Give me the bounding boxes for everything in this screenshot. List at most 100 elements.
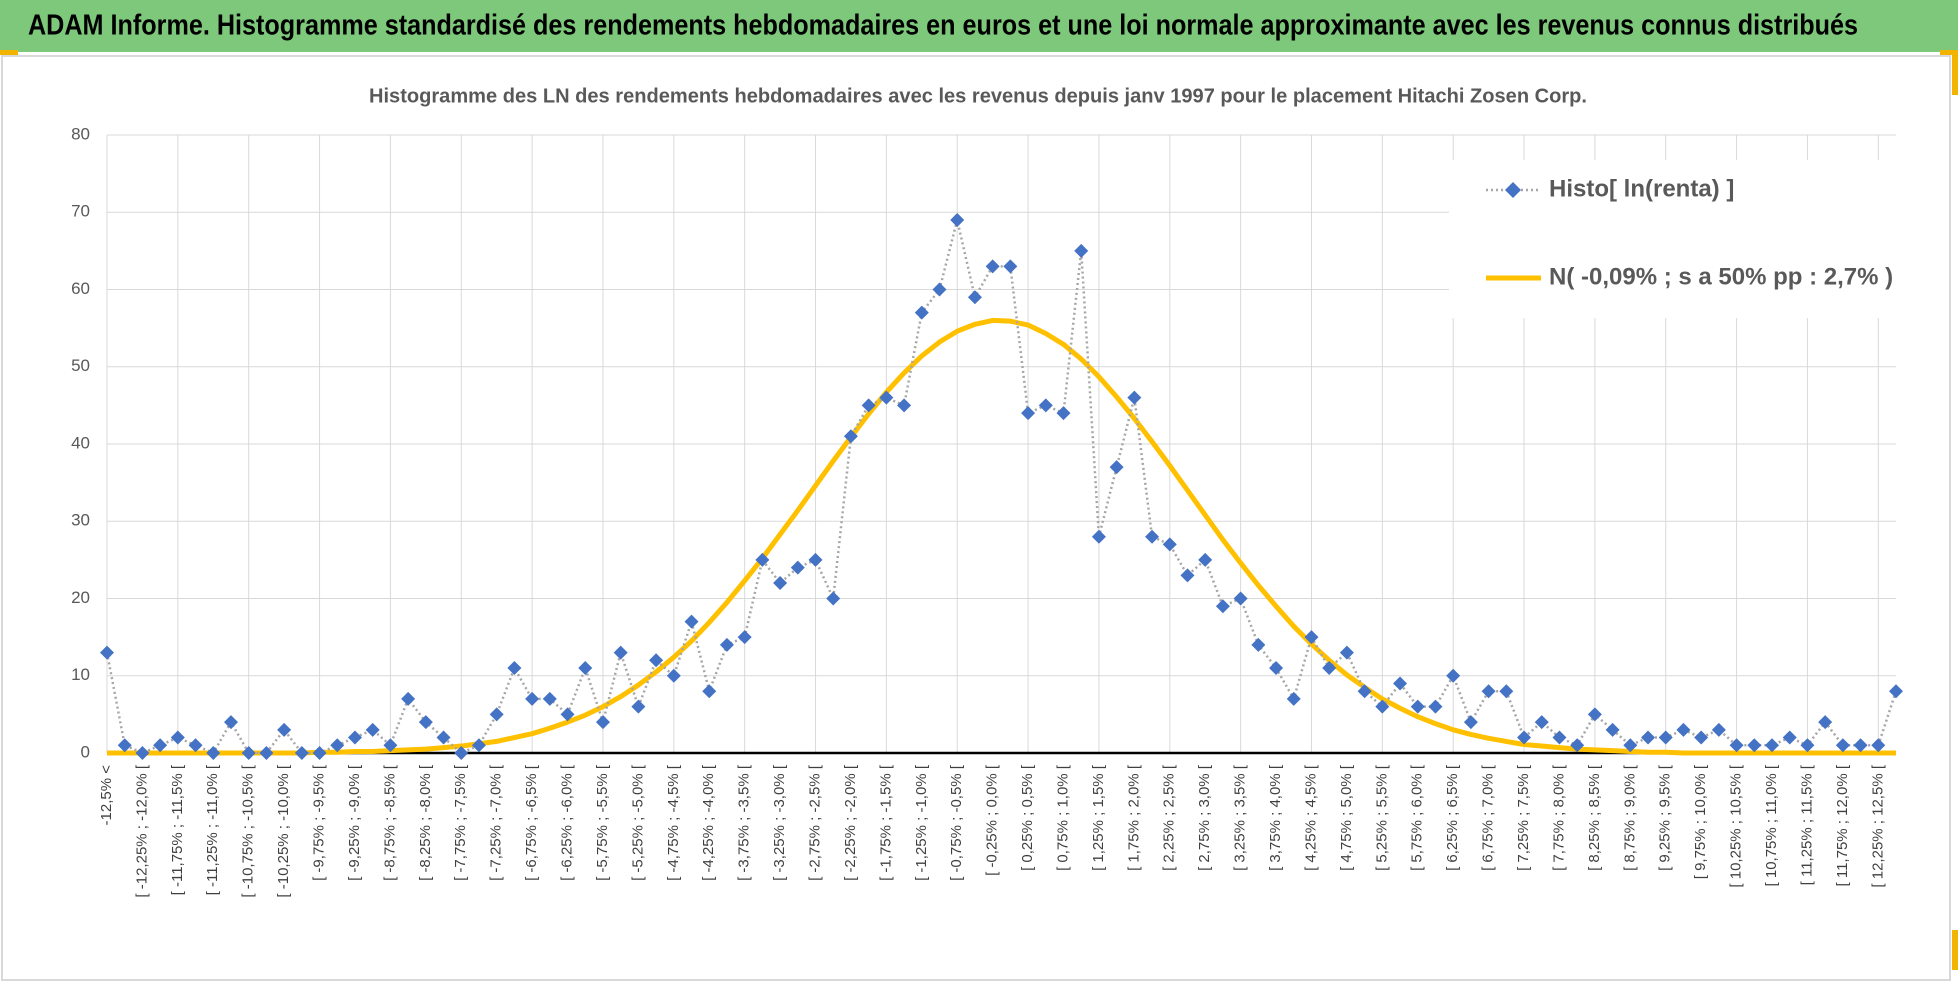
data-point [1641, 730, 1656, 745]
data-point [861, 398, 876, 413]
data-point [347, 730, 362, 745]
y-tick-label: 10 [71, 665, 90, 684]
data-point [383, 738, 398, 753]
data-point [1729, 738, 1744, 753]
x-tick-label: [ -11,25% ; -11,0% [ [204, 764, 221, 895]
y-tick-label: 60 [71, 279, 90, 298]
x-tick-label: [ -1,25% ; -1,0% [ [913, 764, 930, 881]
data-point [1587, 707, 1602, 722]
data-point [117, 738, 132, 753]
x-tick-label: [ 4,75% ; 5,0% [ [1338, 764, 1355, 871]
plot [100, 212, 1903, 760]
x-tick-label: [ -4,75% ; -4,5% [ [665, 764, 682, 881]
data-point [932, 282, 947, 297]
data-point [1393, 676, 1408, 691]
header-bar [0, 0, 1958, 52]
data-point [684, 614, 699, 629]
x-tick-label: [ -3,25% ; -3,0% [ [771, 764, 788, 881]
data-point [1286, 691, 1301, 706]
data-point [1109, 460, 1124, 475]
x-tick-label: [ 3,75% ; 4,0% [ [1267, 764, 1284, 871]
data-point [613, 645, 628, 660]
x-tick-label: [ 6,75% ; 7,0% [ [1480, 764, 1497, 871]
data-point [649, 653, 664, 668]
data-point [719, 637, 734, 652]
legend-label: Histo[ ln(renta) ] [1549, 175, 1734, 202]
data-point [1534, 715, 1549, 730]
data-point [1499, 684, 1514, 699]
x-tick-label: [ -11,75% ; -11,5% [ [169, 764, 186, 895]
data-point [1021, 406, 1036, 421]
data-point [1145, 529, 1160, 544]
x-tick-label: [ 6,25% ; 6,5% [ [1444, 764, 1461, 871]
data-point [259, 746, 274, 760]
data-point [1889, 684, 1903, 699]
data-point [1481, 684, 1496, 699]
data-point [436, 730, 451, 745]
x-tick-label: [ 0,75% ; 1,0% [ [1054, 764, 1071, 871]
data-point [950, 212, 965, 227]
x-tick-label: [ 11,25% ; 11,5% [ [1798, 764, 1815, 885]
data-point [631, 699, 646, 714]
data-point [277, 722, 292, 737]
x-tick-label: [ -4,25% ; -4,0% [ [700, 764, 717, 881]
corner-accent [1952, 55, 1958, 95]
x-tick-label: [ -8,75% ; -8,5% [ [381, 764, 398, 881]
x-tick-label: [ 7,25% ; 7,5% [ [1515, 764, 1532, 871]
data-point [1818, 715, 1833, 730]
data-point [1463, 715, 1478, 730]
data-point [790, 560, 805, 575]
data-point [1658, 730, 1673, 745]
data-point [1782, 730, 1797, 745]
x-tick-label: [ -2,25% ; -2,0% [ [842, 764, 859, 881]
data-point [418, 715, 433, 730]
x-tick-label: [ -0,25% ; 0,0% [ [984, 764, 1001, 876]
y-tick-label: 80 [71, 124, 90, 143]
data-point [188, 738, 203, 753]
data-point [1074, 243, 1089, 258]
series-line [107, 317, 1896, 756]
chart-frame [1, 55, 1951, 981]
x-tick-label: [ -7,25% ; -7,0% [ [488, 764, 505, 881]
data-point [223, 715, 238, 730]
grid: 0 10 20 30 40 50 60 70 80 -12,5% < [ -12,25% ; -12… [71, 124, 1896, 898]
data-point [312, 746, 327, 760]
x-tick-label: [ 5,75% ; 6,0% [ [1409, 764, 1426, 871]
y-tick-label: 70 [71, 202, 90, 221]
y-tick-label: 30 [71, 511, 90, 530]
x-tick-label: [ 8,75% ; 9,0% [ [1621, 764, 1638, 871]
data-point [1570, 738, 1585, 753]
x-tick-label: [ 12,25% ; 12,5% [ [1869, 764, 1886, 887]
y-tick-label: 40 [71, 433, 90, 452]
x-tick-label: [ -5,75% ; -5,5% [ [594, 764, 611, 881]
data-point [1517, 730, 1532, 745]
data-point [1747, 738, 1762, 753]
data-point [1304, 630, 1319, 645]
data-point [294, 746, 309, 760]
data-point [1623, 738, 1638, 753]
x-tick-label: [ -10,25% ; -10,0% [ [275, 764, 292, 897]
data-point [100, 645, 114, 660]
x-tick-label: [ -9,25% ; -9,0% [ [346, 764, 363, 881]
data-point [1853, 738, 1868, 753]
data-point [879, 390, 894, 405]
data-point [1765, 738, 1780, 753]
data-point [135, 746, 150, 760]
data-point [1605, 722, 1620, 737]
data-point [1428, 699, 1443, 714]
data-point [1676, 722, 1691, 737]
data-point [914, 305, 929, 320]
page-title: ADAM Informe. Histogramme standardisé de… [28, 10, 1858, 42]
data-point [843, 429, 858, 444]
x-tick-label: [ -8,25% ; -8,0% [ [417, 764, 434, 881]
data-point [595, 715, 610, 730]
data-point [1800, 738, 1815, 753]
x-tick-label: [ 3,25% ; 3,5% [ [1232, 764, 1249, 871]
data-point [1162, 537, 1177, 552]
data-point [1003, 259, 1018, 274]
x-tick-label: [ 0,25% ; 0,5% [ [1019, 764, 1036, 871]
data-point [1375, 699, 1390, 714]
x-tick-label: -12,5% < [98, 765, 115, 826]
data-point [330, 738, 345, 753]
